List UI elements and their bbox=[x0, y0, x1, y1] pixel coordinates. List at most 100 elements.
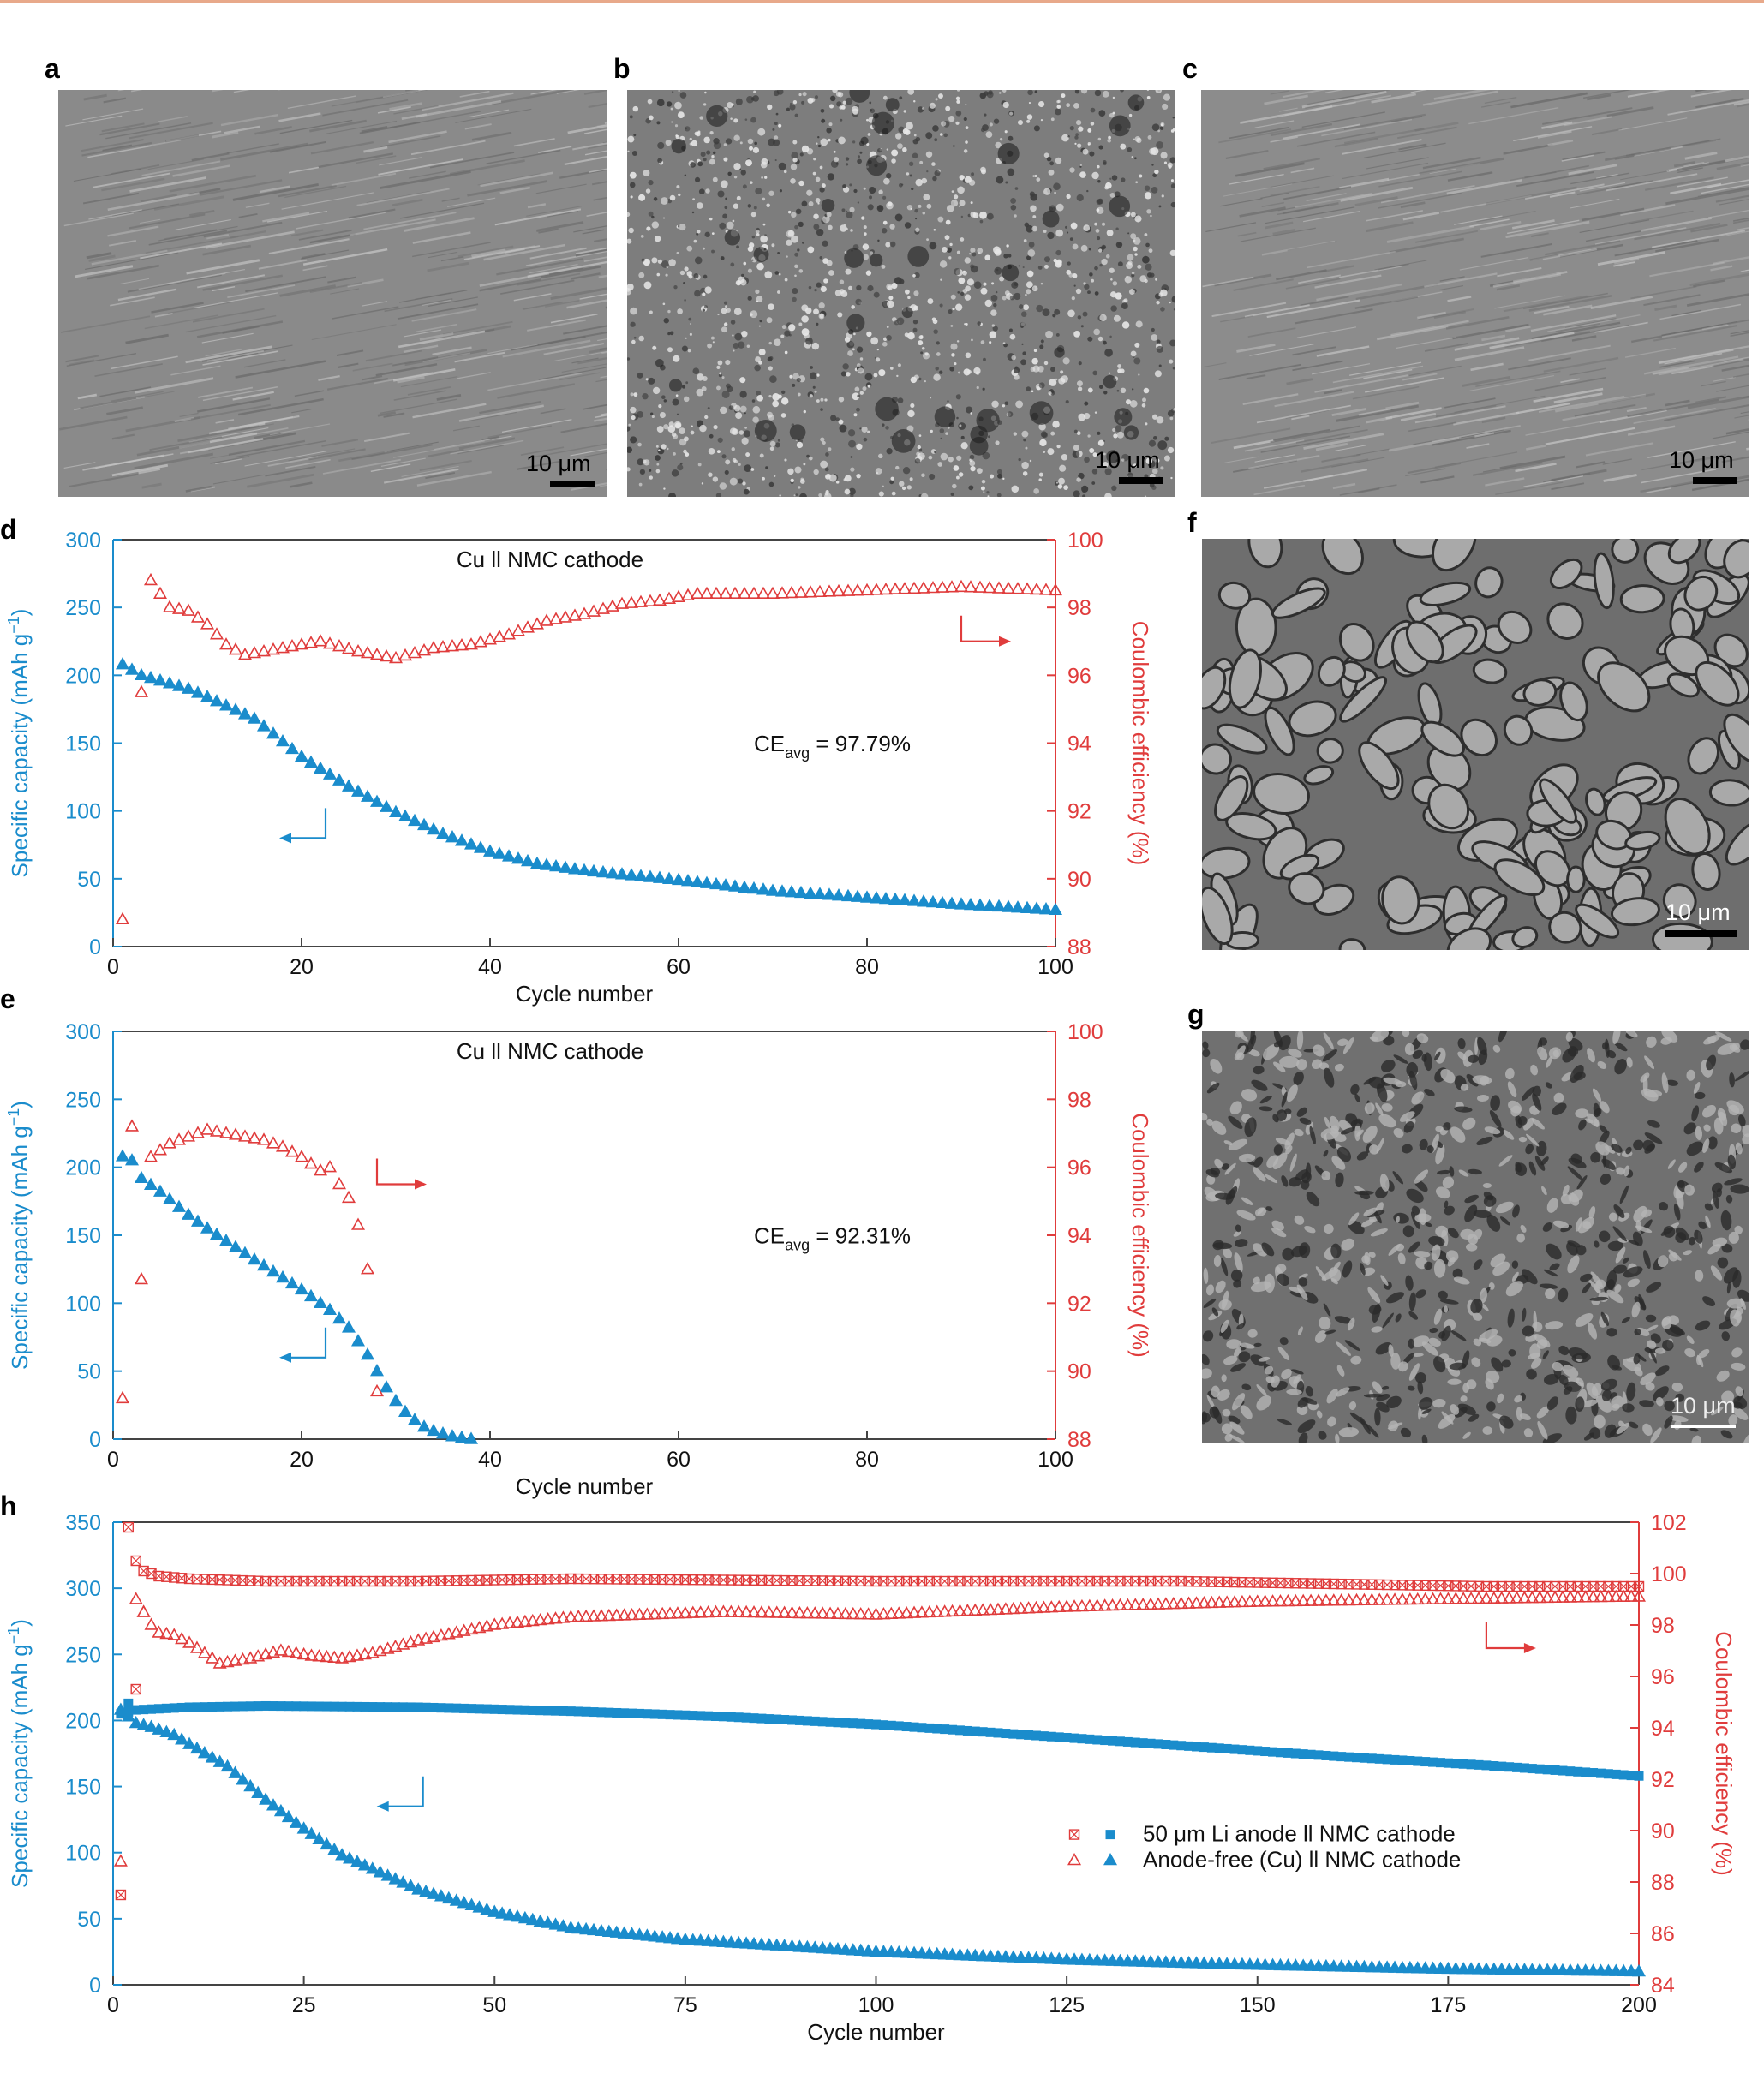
sem-pore bbox=[930, 397, 932, 399]
sem-streak bbox=[88, 254, 116, 262]
sem-pore bbox=[1039, 439, 1047, 447]
sem-pore bbox=[885, 426, 889, 430]
sem-streak bbox=[83, 93, 107, 101]
title-superscript: −1 bbox=[5, 1108, 22, 1126]
y-right-tick-label: 92 bbox=[1067, 800, 1091, 824]
sem-pore bbox=[1113, 314, 1121, 322]
y-left-tick-label: 350 bbox=[65, 1511, 101, 1535]
sem-streak bbox=[188, 438, 264, 454]
data-point bbox=[350, 1334, 366, 1347]
sem-pore bbox=[878, 491, 884, 497]
sem-streak bbox=[65, 355, 99, 363]
arrow-head bbox=[415, 1179, 427, 1190]
sem-pore bbox=[885, 242, 891, 248]
sem-pore bbox=[732, 219, 735, 223]
sem-pore bbox=[833, 157, 840, 163]
sem-streak bbox=[583, 128, 607, 134]
sem-pore bbox=[820, 138, 828, 146]
sem-pore bbox=[762, 197, 766, 201]
sem-pore bbox=[755, 289, 760, 295]
sem-pore bbox=[774, 159, 777, 162]
sem-pore bbox=[955, 475, 960, 480]
sem-pore bbox=[1163, 161, 1168, 164]
sem-pore bbox=[897, 363, 901, 367]
data-point bbox=[398, 1404, 413, 1417]
sem-pore bbox=[1111, 485, 1117, 492]
sem-pore bbox=[755, 188, 762, 195]
data-point bbox=[341, 1190, 356, 1204]
ce-axis-arrow bbox=[960, 615, 1011, 647]
sem-pore bbox=[1093, 328, 1101, 336]
data-point bbox=[624, 868, 639, 881]
sem-streak bbox=[409, 170, 446, 179]
sem-pore bbox=[804, 307, 812, 314]
sem-streak bbox=[134, 452, 214, 470]
sem-streak bbox=[455, 108, 532, 123]
sem-streak bbox=[82, 454, 165, 471]
sem-streak bbox=[497, 383, 575, 399]
sem-streak bbox=[457, 245, 514, 258]
data-point bbox=[360, 1347, 375, 1360]
sem-streak bbox=[513, 138, 555, 147]
data-point bbox=[577, 606, 592, 619]
sem-streak bbox=[197, 397, 271, 413]
sem-pore bbox=[768, 190, 774, 196]
sem-pore bbox=[697, 202, 703, 209]
sem-streak bbox=[265, 466, 316, 477]
sem-pore bbox=[908, 161, 914, 167]
sem-streak bbox=[386, 441, 439, 452]
title-part: ) bbox=[7, 1619, 33, 1627]
sem-pore bbox=[1121, 177, 1126, 182]
sem-pore bbox=[1098, 110, 1106, 116]
sem-streak bbox=[471, 245, 535, 259]
sem-pore bbox=[955, 394, 961, 400]
data-point bbox=[803, 886, 818, 899]
sem-streak bbox=[192, 308, 265, 323]
sem-streak bbox=[400, 202, 485, 219]
sem-pore bbox=[1115, 292, 1122, 300]
sem-pore bbox=[1158, 205, 1162, 208]
panel-letter-c: c bbox=[1182, 53, 1198, 84]
sem-pore bbox=[1008, 328, 1013, 332]
sem-pore bbox=[836, 101, 842, 107]
x-tick-label: 0 bbox=[107, 1448, 119, 1472]
sem-pore bbox=[918, 377, 922, 381]
sem-pore bbox=[713, 141, 721, 150]
sem-pore bbox=[973, 367, 981, 375]
x-tick-label: 20 bbox=[290, 1448, 314, 1472]
sem-pore bbox=[1132, 388, 1134, 391]
sem-streak bbox=[380, 457, 426, 467]
data-point bbox=[643, 869, 658, 882]
sem-pore bbox=[1022, 471, 1028, 476]
sem-pore bbox=[790, 178, 796, 184]
sem-streak bbox=[533, 443, 607, 458]
sem-streak bbox=[463, 245, 541, 260]
sem-pore bbox=[937, 462, 943, 467]
sem-pore bbox=[1170, 179, 1174, 182]
sem-pore bbox=[1018, 304, 1024, 309]
sem-pore bbox=[716, 365, 721, 369]
sem-pore bbox=[650, 412, 654, 415]
sem-streak bbox=[189, 209, 215, 217]
sem-pore bbox=[768, 414, 774, 421]
sem-streak bbox=[491, 90, 575, 105]
sem-pore bbox=[693, 239, 697, 243]
sem-pore bbox=[799, 152, 804, 157]
sem-pore bbox=[856, 346, 864, 353]
sem-pore bbox=[1055, 203, 1064, 212]
data-point bbox=[181, 681, 196, 694]
sem-pore bbox=[789, 374, 793, 379]
sem-streak bbox=[99, 122, 160, 136]
sem-streak bbox=[449, 159, 525, 176]
sem-pore bbox=[1039, 344, 1044, 350]
y-left-tick-label: 150 bbox=[65, 732, 101, 756]
sem-pore bbox=[1021, 343, 1024, 345]
sem-streak bbox=[269, 140, 326, 153]
sem-pore bbox=[1020, 321, 1026, 327]
sem-streak bbox=[350, 218, 436, 236]
sem-streak bbox=[111, 433, 135, 440]
sem-streak bbox=[258, 259, 308, 270]
sem-streak bbox=[575, 247, 607, 255]
sem-streak bbox=[91, 249, 168, 266]
sem-pore bbox=[1099, 385, 1103, 389]
